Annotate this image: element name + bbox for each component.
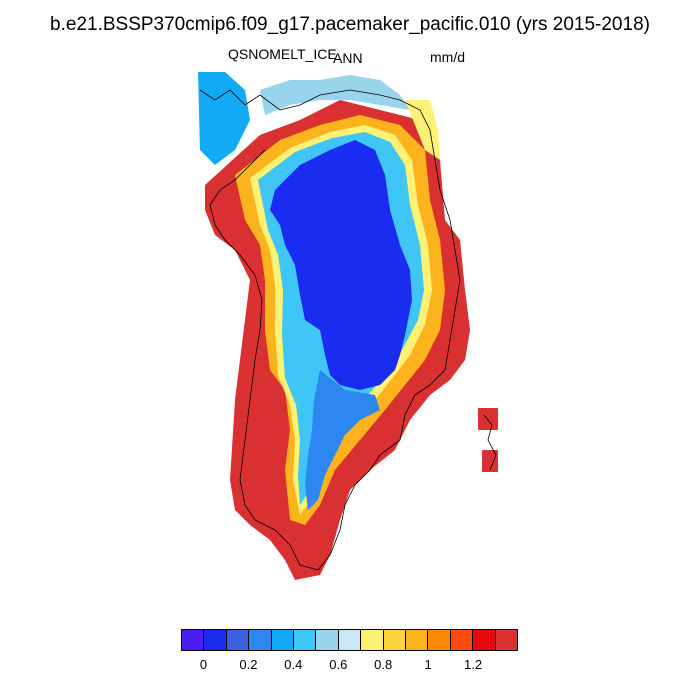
colorbar-swatch	[360, 630, 383, 650]
colorbar-swatch	[449, 630, 473, 650]
period-label: ANN	[333, 50, 363, 66]
colorbar-tick-label: 0.6	[329, 657, 348, 672]
colorbar-swatch	[405, 630, 428, 650]
interior-low-melt	[270, 140, 412, 390]
colorbar-swatch	[182, 630, 204, 650]
colorbar-swatch	[472, 630, 495, 650]
plot-title: b.e21.BSSP370cmip6.f09_g17.pacemaker_pac…	[50, 14, 650, 35]
units-label: mm/d	[430, 49, 465, 65]
colorbar-tick-label: 0	[199, 657, 208, 672]
colorbar-swatch	[337, 630, 361, 650]
colorbar-tick-label: 0.2	[239, 657, 258, 672]
colorbar-swatch	[494, 630, 518, 650]
northern-coast-cells	[198, 72, 440, 165]
variable-label: QSNOMELT_ICE	[228, 46, 337, 62]
colorbar-swatch	[427, 630, 450, 650]
colorbar-swatch	[315, 630, 338, 650]
southern-tongue	[305, 370, 380, 510]
colorbar-swatch	[293, 630, 316, 650]
colorbar-tick-label: 1	[424, 657, 432, 672]
colorbar-tick-label: 0.8	[374, 657, 393, 672]
colorbar-swatch	[225, 630, 249, 650]
colorbar	[181, 629, 518, 651]
colorbar-swatch	[270, 630, 294, 650]
colorbar-tick-label: 1.2	[464, 657, 483, 672]
colorbar-swatch	[248, 630, 271, 650]
colorbar-swatch	[382, 630, 406, 650]
colorbar-swatch	[203, 630, 226, 650]
colorbar-tick-label: 0.4	[284, 657, 303, 672]
coastline	[199, 89, 497, 571]
